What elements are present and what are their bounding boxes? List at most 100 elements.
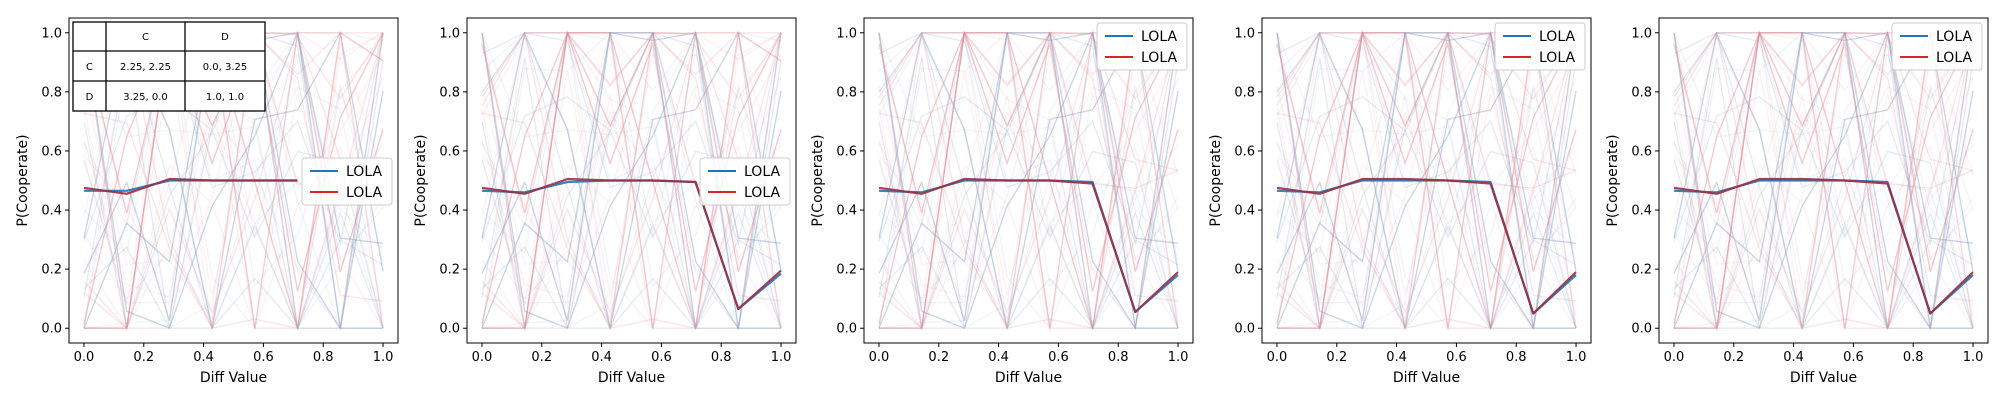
background-run-line xyxy=(1673,36,1974,331)
legend: LOLA LOLA xyxy=(1494,22,1586,71)
background-run-line xyxy=(1276,32,1577,331)
background-run-line xyxy=(878,31,1179,331)
table-col-header: D xyxy=(221,32,229,43)
background-run-line xyxy=(879,32,1179,331)
background-run-line xyxy=(1673,30,1974,292)
y-axis-label: P(Cooperate) xyxy=(413,134,429,226)
background-run-line xyxy=(481,32,781,326)
background-run-line xyxy=(1276,85,1577,321)
background-run-line xyxy=(1673,32,1974,331)
y-tick-label: 0.0 xyxy=(836,322,857,337)
x-tick-label: 0.8 xyxy=(1108,350,1129,365)
legend-label: LOLA xyxy=(1936,29,1972,45)
background-run-line xyxy=(878,32,1179,331)
series-line-red xyxy=(878,177,1179,314)
legend-label: LOLA xyxy=(346,185,382,201)
series-lines xyxy=(481,177,782,311)
background-run-line xyxy=(1276,36,1577,331)
background-run-line xyxy=(878,30,1178,330)
background-run-line xyxy=(1673,31,1974,329)
x-tick-label: 0.8 xyxy=(1903,350,1924,365)
background-run-line xyxy=(83,32,384,309)
background-run-line xyxy=(481,94,782,331)
y-tick-label: 0.2 xyxy=(1631,263,1652,278)
legend-label: LOLA xyxy=(1141,29,1177,45)
background-run-line xyxy=(878,32,1179,329)
background-run-line xyxy=(1276,32,1577,330)
payoff-table: C D C 2.25, 2.25 0.0, 3.25 D 3.25, 0.0 1.0, 1.0 xyxy=(72,21,266,112)
background-run-line xyxy=(1673,32,1974,249)
legend: LOLA LOLA xyxy=(1096,22,1188,71)
background-run-line xyxy=(83,30,383,330)
table-col-header: C xyxy=(142,32,149,43)
background-run-line xyxy=(1673,31,1974,329)
background-run-line xyxy=(1276,31,1577,329)
background-run-line xyxy=(1673,31,1974,331)
background-run-line xyxy=(878,31,1179,331)
legend-label: LOLA xyxy=(1539,29,1575,45)
legend-box xyxy=(301,157,393,206)
background-run-line xyxy=(878,31,1179,302)
legend-label: LOLA xyxy=(1141,50,1177,66)
x-tick-label: 0.6 xyxy=(1048,350,1069,365)
y-tick-label: 1.0 xyxy=(836,26,857,41)
x-tick-label: 0.6 xyxy=(1843,350,1864,365)
background-run-line xyxy=(481,32,782,330)
y-tick-label: 0.4 xyxy=(836,204,857,219)
series-line-red xyxy=(1673,177,1974,315)
background-run-line xyxy=(1276,32,1577,329)
background-run-line xyxy=(879,31,1179,329)
x-axis-label: Diff Value xyxy=(995,370,1062,386)
background-run-line xyxy=(1276,30,1576,329)
background-runs xyxy=(1276,30,1577,331)
y-tick-label: 0.2 xyxy=(41,263,62,278)
background-run-line xyxy=(878,30,1179,292)
background-run-line xyxy=(1276,95,1577,329)
y-tick-label: 0.2 xyxy=(439,263,460,278)
background-run-line xyxy=(83,32,384,330)
background-run-line xyxy=(1276,94,1577,331)
background-run-line xyxy=(482,32,782,331)
background-run-line xyxy=(1673,32,1974,331)
x-tick-label: 0.4 xyxy=(1783,350,1804,365)
series-lines xyxy=(83,177,298,195)
background-run-line xyxy=(879,32,1179,331)
background-run-line xyxy=(1276,32,1577,331)
y-tick-label: 0.6 xyxy=(439,144,460,159)
background-run-line xyxy=(878,32,1179,330)
axes-frame xyxy=(466,17,797,344)
axes-frame xyxy=(68,17,399,344)
y-axis-label: P(Cooperate) xyxy=(1605,134,1621,226)
background-run-line xyxy=(1673,31,1974,325)
x-tick-label: 1.0 xyxy=(1963,350,1984,365)
x-tick-label: 0.6 xyxy=(253,350,274,365)
y-tick-label: 0.8 xyxy=(1631,85,1652,100)
background-run-line xyxy=(878,32,1179,249)
background-run-line xyxy=(481,31,782,302)
background-run-line xyxy=(1276,30,1576,330)
x-axis-label: Diff Value xyxy=(1393,370,1460,386)
background-run-line xyxy=(481,32,782,331)
axes-frame xyxy=(1261,17,1592,344)
background-run-line xyxy=(1276,32,1577,249)
y-tick-label: 0.8 xyxy=(1234,85,1255,100)
background-run-line xyxy=(481,32,782,329)
background-run-line xyxy=(878,32,1179,331)
x-tick-label: 1.0 xyxy=(1566,350,1587,365)
panel-1: 0.0 0.2 0.4 0.6 0.8 1.0 0.0 0.2 0.4 0.6 0.8 1.0 Diff… xyxy=(15,17,399,386)
background-run-line xyxy=(1276,32,1577,330)
background-run-line xyxy=(481,31,782,325)
series-lines xyxy=(1276,177,1577,315)
background-run-line xyxy=(83,85,384,321)
background-run-line xyxy=(878,31,1179,304)
background-run-line xyxy=(1277,32,1577,331)
background-run-line xyxy=(83,32,383,326)
legend: LOLA LOLA xyxy=(699,157,791,206)
background-run-line xyxy=(1673,32,1974,329)
background-run-line xyxy=(1674,31,1974,329)
background-run-line xyxy=(481,30,782,329)
panel-3: 0.0 0.2 0.4 0.6 0.8 1.0 0.0 0.2 0.4 0.6 0.8 1.0 Diff… xyxy=(810,17,1194,386)
y-axis-label: P(Cooperate) xyxy=(810,134,826,226)
background-run-line xyxy=(878,36,1179,331)
background-run-line xyxy=(83,32,384,330)
